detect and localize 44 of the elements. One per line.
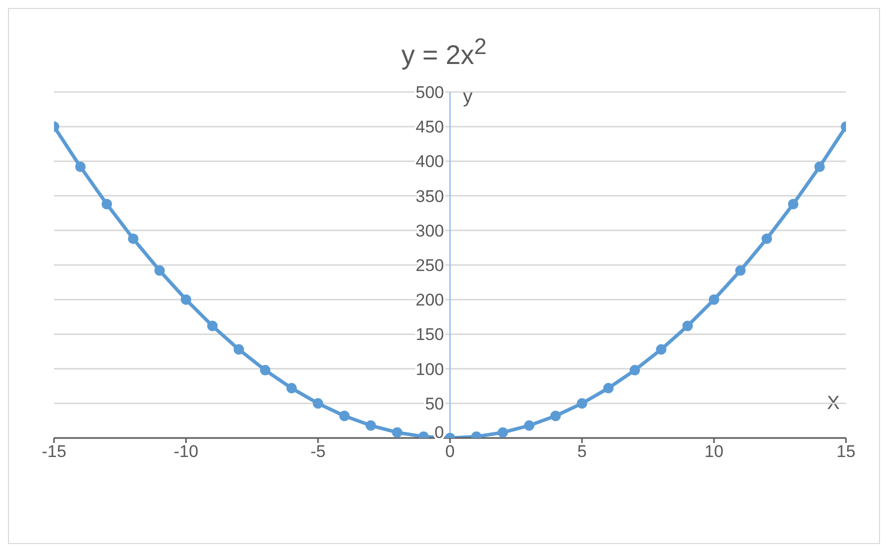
point bbox=[524, 420, 534, 431]
y-tick-label: 100 bbox=[416, 360, 444, 379]
point bbox=[75, 161, 86, 172]
point bbox=[128, 233, 138, 244]
point bbox=[339, 410, 350, 422]
x-tick-label: 15 bbox=[836, 442, 856, 462]
point bbox=[234, 344, 244, 355]
point bbox=[708, 294, 720, 305]
point bbox=[286, 382, 297, 394]
x-tick-label: 5 bbox=[577, 442, 587, 462]
y-tick-label: 150 bbox=[416, 325, 444, 344]
point bbox=[312, 398, 324, 409]
point bbox=[814, 161, 825, 172]
point bbox=[154, 265, 165, 276]
x-tick-label: -15 bbox=[42, 442, 66, 462]
x-tick-label: 10 bbox=[704, 442, 724, 462]
point bbox=[735, 265, 746, 276]
point bbox=[366, 420, 376, 431]
point bbox=[260, 364, 270, 376]
y-tick-label: 300 bbox=[416, 221, 444, 240]
x-tick-label: -5 bbox=[310, 442, 326, 462]
y-tick-label: 200 bbox=[416, 290, 444, 310]
point bbox=[392, 427, 402, 438]
point bbox=[498, 427, 508, 438]
point bbox=[682, 320, 693, 332]
y-tick-label: 500 bbox=[416, 83, 444, 102]
point bbox=[603, 382, 614, 394]
y-tick-label: 50 bbox=[425, 394, 444, 414]
point bbox=[762, 233, 772, 244]
x-tick-label: -10 bbox=[174, 442, 198, 462]
point bbox=[656, 344, 666, 355]
point bbox=[788, 198, 798, 210]
y-tick-label: 400 bbox=[416, 152, 444, 172]
point bbox=[550, 410, 561, 422]
chart-title: y = 2x$^{2}$ bbox=[400, 33, 488, 72]
y-tick-label: 450 bbox=[416, 118, 444, 137]
y-axis-title: y bbox=[463, 86, 473, 108]
point bbox=[207, 320, 218, 332]
point bbox=[180, 294, 192, 305]
point bbox=[102, 198, 112, 210]
y-tick-label: 350 bbox=[416, 186, 444, 206]
point bbox=[630, 364, 640, 376]
point bbox=[576, 398, 588, 409]
y-tick-label: 250 bbox=[416, 256, 444, 275]
